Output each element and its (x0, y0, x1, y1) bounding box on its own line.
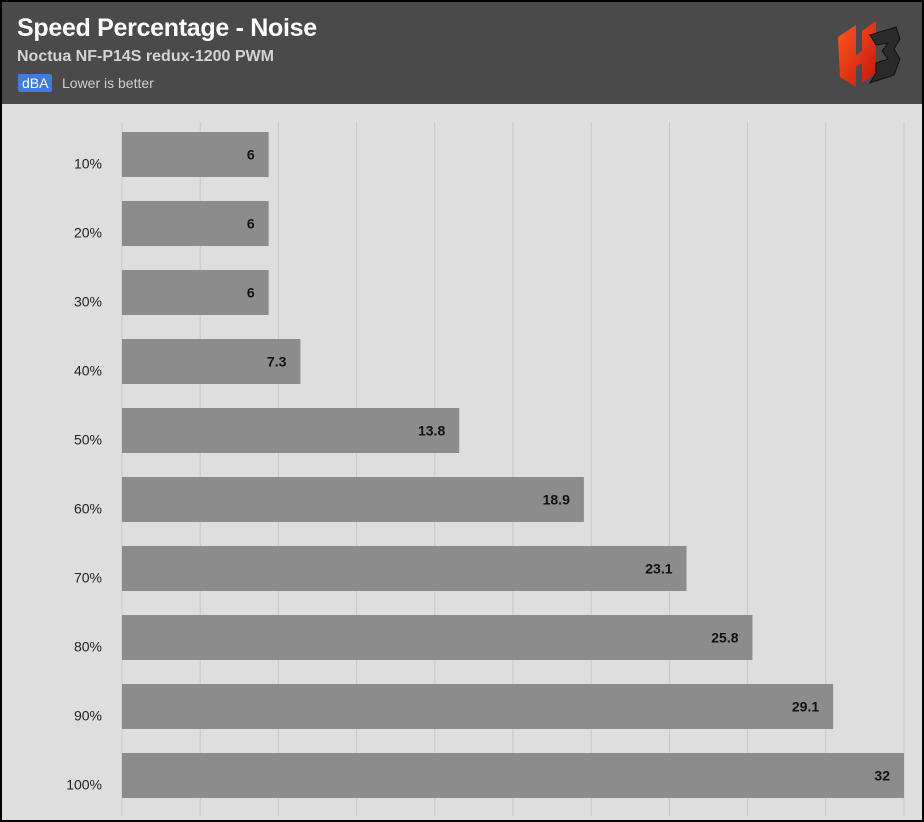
chart-title: Speed Percentage - Noise (17, 14, 317, 42)
category-label: 40% (74, 363, 102, 379)
category-label: 50% (74, 432, 102, 448)
bar-30pct (122, 270, 269, 315)
lower-is-better-note: Lower is better (62, 75, 154, 91)
bar-chart: 10% 6 20% 6 30% 6 40% 7.3 50% 13.8 60% 18.9 70% 23.1 8… (66, 122, 905, 816)
chart-subtitle: Noctua NF-P14S redux-1200 PWM (17, 48, 274, 65)
category-label: 80% (74, 639, 102, 655)
unit-badge: dBA (18, 74, 53, 92)
value-label: 13.8 (418, 423, 445, 439)
bar-40pct (122, 339, 301, 384)
value-label: 7.3 (267, 354, 287, 370)
category-label: 20% (74, 225, 102, 241)
value-label: 29.1 (792, 699, 819, 715)
category-label: 30% (74, 294, 102, 310)
bar-70pct (122, 546, 687, 591)
bar-80pct (122, 615, 753, 660)
value-label: 18.9 (543, 492, 570, 508)
hb-logo-icon (838, 21, 901, 87)
bar-10pct (122, 132, 269, 177)
value-label: 23.1 (645, 561, 672, 577)
category-label: 90% (74, 708, 102, 724)
chart-header: Speed Percentage - Noise Noctua NF-P14S … (2, 2, 922, 104)
category-label: 70% (74, 570, 102, 586)
category-label: 100% (66, 777, 102, 793)
value-label: 25.8 (711, 630, 738, 646)
category-label: 10% (74, 156, 102, 172)
category-label: 60% (74, 501, 102, 517)
labels: 10% 6 20% 6 30% 6 40% 7.3 50% 13.8 60% 18.9 70% 23.1 8… (66, 147, 890, 793)
bar-90pct (122, 684, 834, 729)
bar-20pct (122, 201, 269, 246)
bar-50pct (122, 408, 460, 453)
value-label: 6 (247, 216, 255, 232)
value-label: 6 (247, 147, 255, 163)
bars (122, 132, 904, 798)
value-label: 6 (247, 285, 255, 301)
bar-100pct (122, 753, 904, 798)
value-label: 32 (874, 768, 890, 784)
bar-60pct (122, 477, 584, 522)
